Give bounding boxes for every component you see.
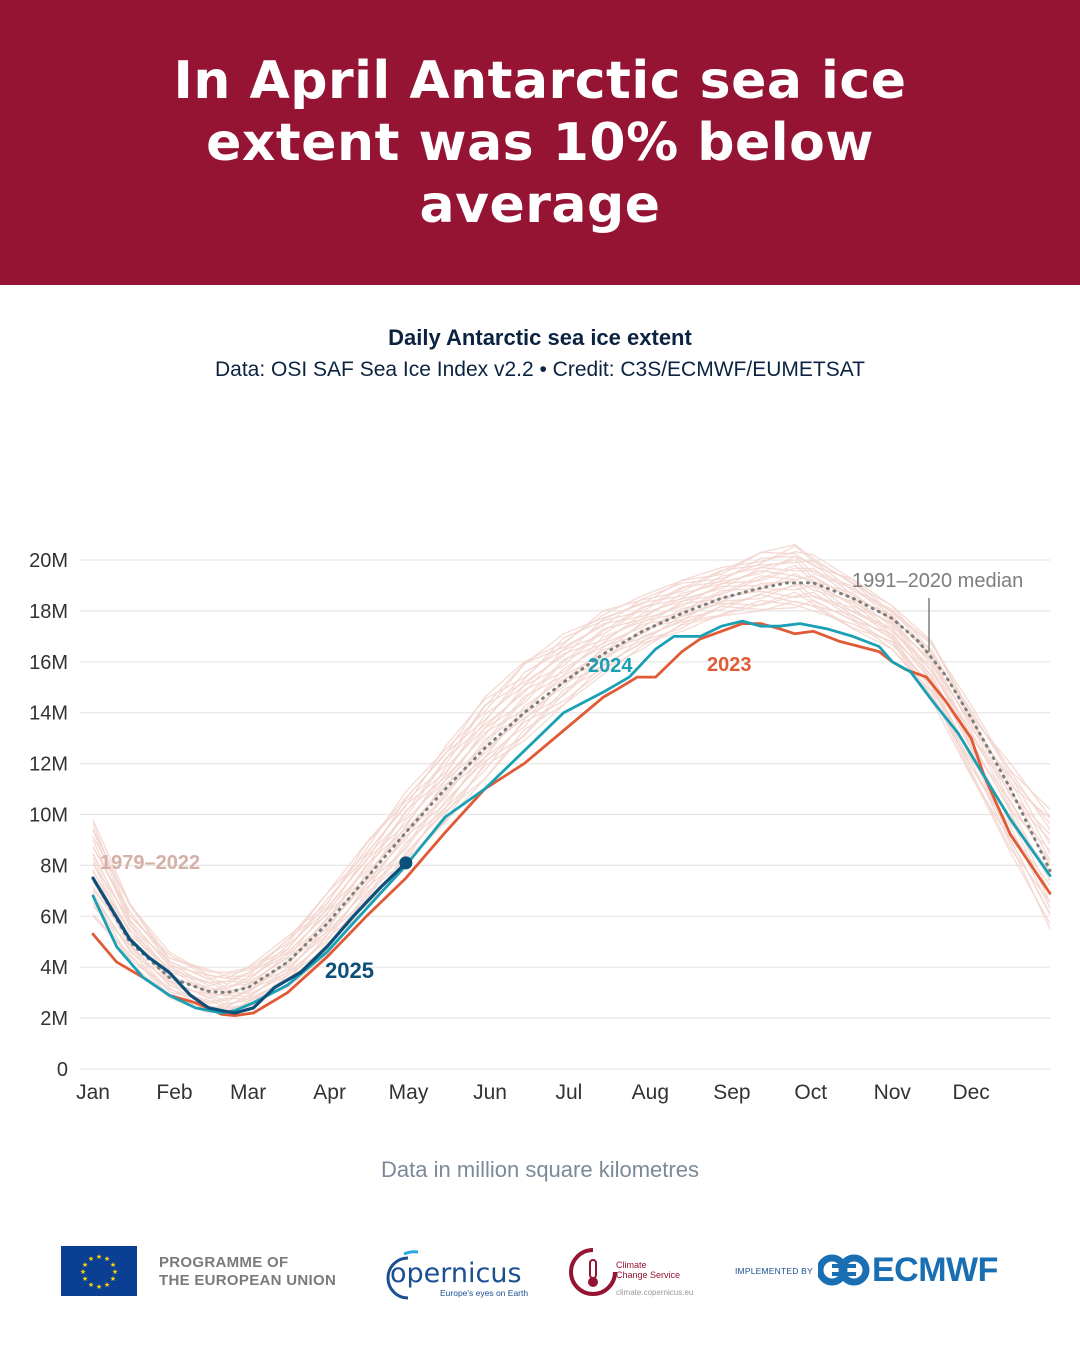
- historical-year-line: [92, 575, 1051, 997]
- x-tick-label: Jun: [473, 1081, 507, 1104]
- climate-change-service-icon: [569, 1248, 617, 1296]
- historical-year-line: [92, 544, 1051, 973]
- svg-text:★: ★: [88, 1255, 94, 1263]
- svg-text:★: ★: [96, 1283, 102, 1291]
- median-line: [91, 581, 1052, 995]
- x-tick-label: Apr: [313, 1081, 346, 1104]
- ecmwf-logo-icon: [818, 1254, 870, 1286]
- grid-layer: 0 2M 4M 6M 8M 10M 12M 14M 16M 18M 20M Jan Feb Mar Apr M…: [29, 550, 1050, 1104]
- historical-year-line: [92, 560, 1051, 985]
- copernicus-logo-icon: [386, 1250, 419, 1300]
- svg-text:★: ★: [112, 1268, 118, 1276]
- svg-text:★: ★: [80, 1268, 86, 1276]
- historical-year-line: [92, 569, 1051, 992]
- historical-year-line: [92, 551, 1051, 979]
- c3s-line-1: Climate: [616, 1260, 647, 1270]
- historical-band: [92, 544, 1051, 1014]
- y-tick-label: 10M: [29, 805, 68, 827]
- y-tick-label: 14M: [29, 703, 68, 725]
- sea-ice-chart: 0 2M 4M 6M 8M 10M 12M 14M 16M 18M 20M Jan Feb Mar Apr M…: [29, 544, 1052, 1104]
- y-tick-label: 20M: [29, 550, 68, 572]
- y-tick-label: 12M: [29, 754, 68, 776]
- svg-text:★: ★: [110, 1261, 116, 1269]
- series-2023-line: [91, 622, 1052, 1017]
- logo-strip: ★ ★ ★ ★ ★ ★ ★ ★ ★ ★ ★ ★ PROGRAMME OF THE EUROPEA…: [0, 1230, 1080, 1320]
- c3s-line-2: Change Service: [616, 1270, 681, 1280]
- historical-year-line: [92, 581, 1051, 998]
- header-banner: In April Antarctic sea ice extent was 10…: [0, 0, 1080, 285]
- series-2024-line: [91, 619, 1052, 1015]
- chart-title: Daily Antarctic sea ice extent: [388, 325, 692, 350]
- historical-year-line: [92, 584, 1051, 1003]
- implemented-by-label: IMPLEMENTED BY: [735, 1266, 813, 1276]
- y-tick-label: 8M: [40, 855, 68, 877]
- eu-programme-text: PROGRAMME OF THE EUROPEAN UNION: [159, 1254, 336, 1290]
- svg-text:★: ★: [88, 1281, 94, 1289]
- x-tick-label: Jul: [555, 1081, 582, 1104]
- c3s-url: climate.copernicus.eu: [616, 1288, 694, 1297]
- series-layer: [91, 581, 1052, 1017]
- svg-text:★: ★: [82, 1275, 88, 1283]
- units-footnote: Data in million square kilometres: [381, 1157, 699, 1182]
- x-tick-label: Dec: [952, 1081, 989, 1104]
- svg-text:★: ★: [104, 1255, 110, 1263]
- x-tick-label: Feb: [156, 1081, 192, 1104]
- x-tick-label: Aug: [632, 1081, 669, 1104]
- y-tick-label: 18M: [29, 601, 68, 623]
- x-tick-label: Jan: [76, 1081, 110, 1104]
- historical-year-line: [92, 583, 1051, 1005]
- eu-flag-icon: ★ ★ ★ ★ ★ ★ ★ ★ ★ ★ ★ ★: [61, 1246, 137, 1296]
- svg-text:★: ★: [110, 1275, 116, 1283]
- copernicus-tagline: Europe's eyes on Earth: [440, 1288, 529, 1298]
- eu-line-2: THE EUROPEAN UNION: [159, 1272, 337, 1289]
- historical-year-line: [92, 545, 1051, 981]
- y-tick-label: 16M: [29, 652, 68, 674]
- copernicus-wordmark: opernicus: [390, 1258, 522, 1289]
- historical-year-line: [92, 555, 1051, 987]
- label-layer: 1979–2022 1991–2020 median 2024 2023 2025: [100, 570, 1023, 983]
- svg-text:★: ★: [96, 1253, 102, 1261]
- annotation-2023: 2023: [707, 654, 752, 676]
- y-tick-label: 0: [57, 1059, 68, 1081]
- chart-subtitle: Data: OSI SAF Sea Ice Index v2.2 • Credi…: [215, 358, 865, 381]
- page-title: In April Antarctic sea ice extent was 10…: [173, 50, 907, 235]
- c3s-text: Climate Change Service: [616, 1260, 680, 1280]
- x-tick-label: Mar: [230, 1081, 266, 1104]
- historical-year-line: [92, 564, 1051, 992]
- historical-year-line: [92, 559, 1051, 984]
- historical-year-line: [92, 590, 1051, 1006]
- x-tick-label: May: [389, 1081, 429, 1104]
- svg-text:★: ★: [82, 1261, 88, 1269]
- y-tick-label: 2M: [40, 1008, 68, 1030]
- x-tick-label: Sep: [713, 1081, 750, 1104]
- annotation-2025: 2025: [325, 958, 374, 983]
- y-tick-label: 4M: [40, 957, 68, 979]
- annotation-2024: 2024: [588, 655, 633, 677]
- eu-line-1: PROGRAMME OF: [159, 1254, 289, 1271]
- historical-year-line: [92, 551, 1051, 977]
- x-tick-label: Nov: [874, 1081, 912, 1104]
- historical-year-line: [92, 599, 1051, 1014]
- series-2025-line: [91, 861, 408, 1015]
- svg-text:★: ★: [104, 1281, 110, 1289]
- y-tick-label: 6M: [40, 906, 68, 928]
- annotation-1979-2022: 1979–2022: [100, 852, 200, 874]
- series-2025-endpoint-marker: [399, 856, 413, 870]
- ecmwf-wordmark: ECMWF: [872, 1251, 998, 1289]
- x-tick-label: Oct: [794, 1081, 827, 1104]
- historical-year-line: [92, 566, 1051, 989]
- annotation-1991-2020-median: 1991–2020 median: [852, 570, 1023, 592]
